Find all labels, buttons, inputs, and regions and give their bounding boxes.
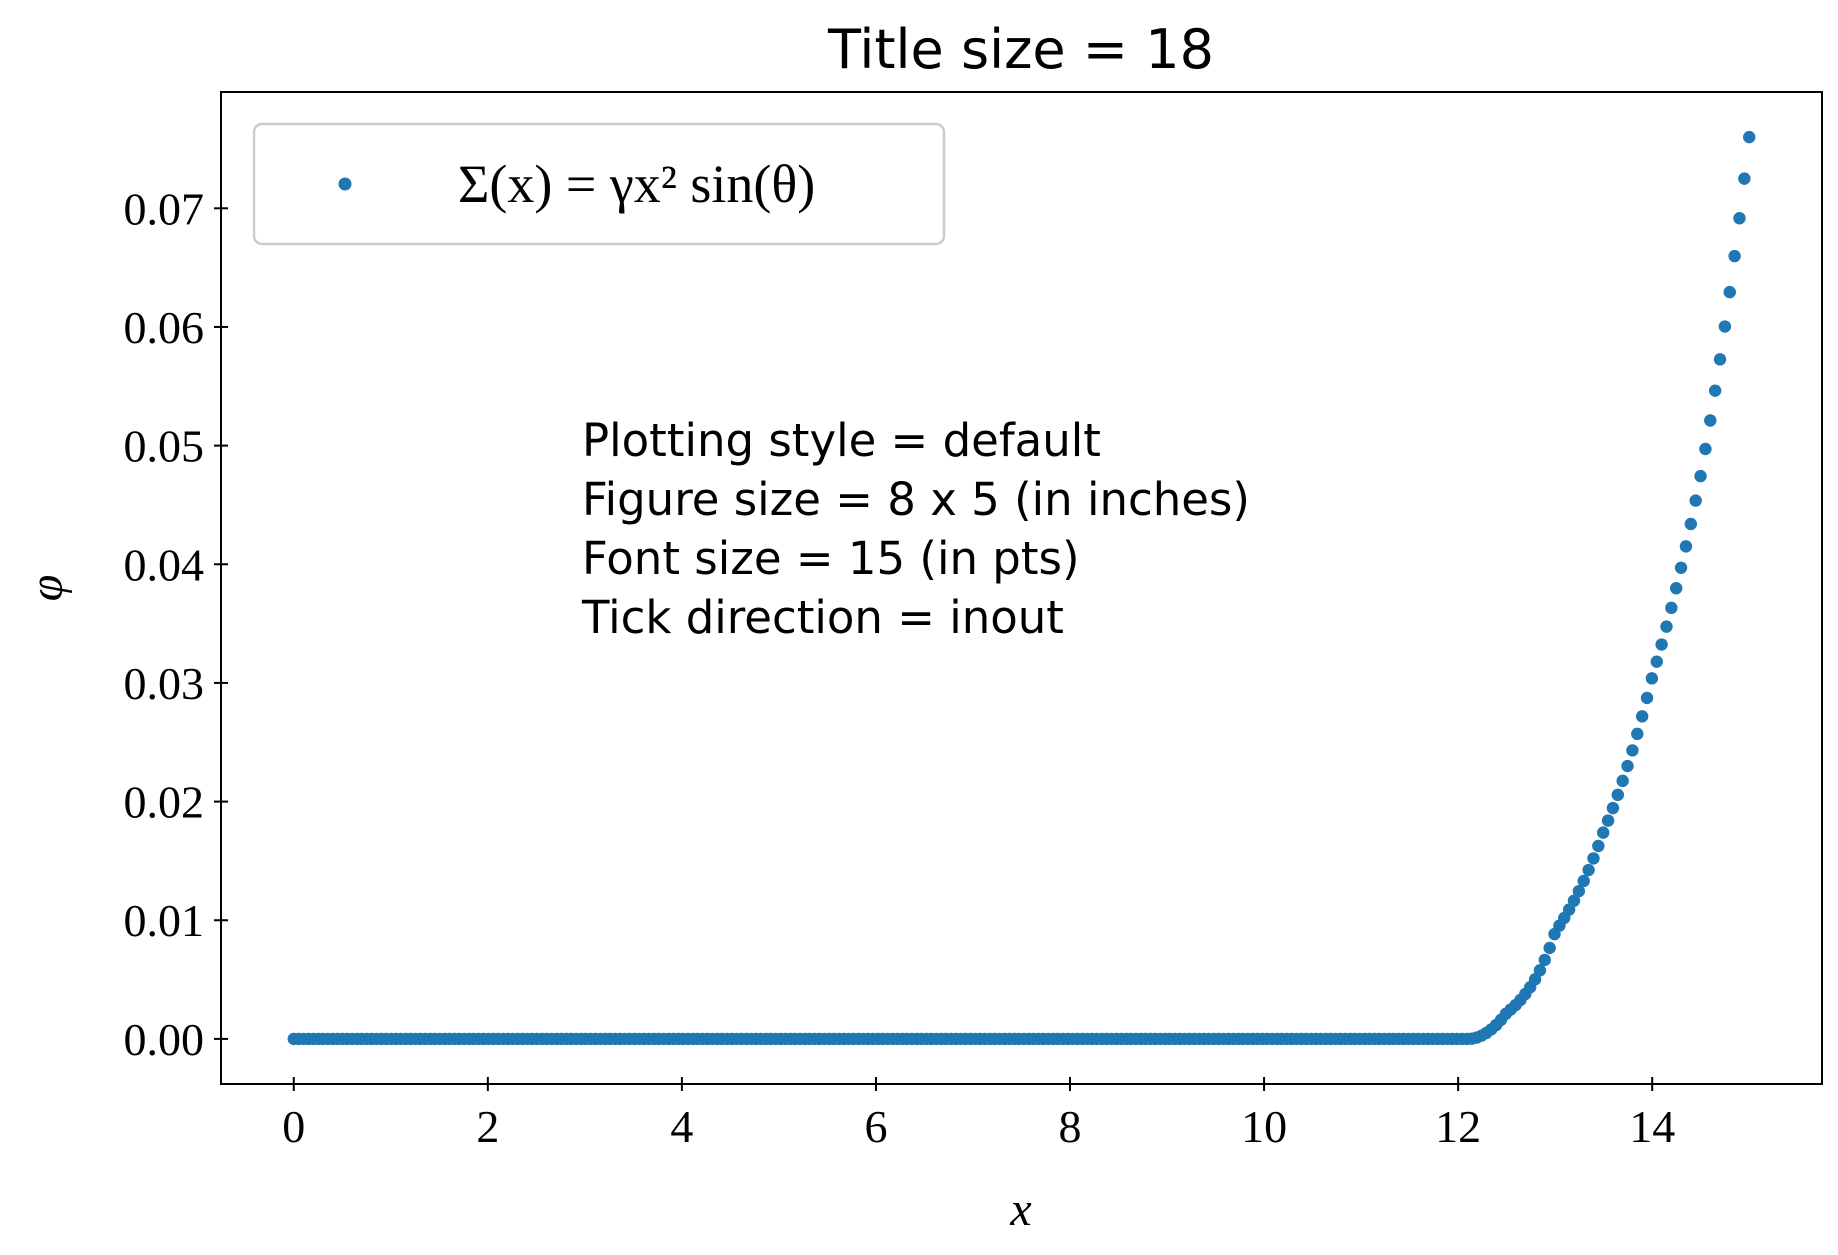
axis-ticks: 0 2 4 6 8 10 12 14 0.00 0.01 0.02 0.03 0.04 0.05 0.06 0… bbox=[124, 183, 1676, 1152]
data-point bbox=[1533, 964, 1547, 977]
data-point bbox=[1631, 727, 1644, 741]
data-point bbox=[1582, 863, 1595, 877]
data-point bbox=[1689, 494, 1702, 507]
data-point bbox=[1616, 774, 1629, 788]
data-point bbox=[1538, 953, 1551, 967]
plot-frame bbox=[220, 91, 1823, 1085]
annotation-block: Plotting style = default Figure size = 8… bbox=[581, 414, 1250, 644]
legend-marker bbox=[338, 177, 352, 191]
data-point bbox=[1572, 884, 1586, 898]
x-axis-label: x bbox=[1009, 1183, 1031, 1236]
y-tick-label: 0.03 bbox=[124, 658, 205, 709]
legend-label: Σ(x) = γx² sin(θ) bbox=[458, 154, 815, 214]
data-point bbox=[1621, 759, 1634, 773]
x-tick-label: 8 bbox=[1059, 1101, 1082, 1152]
data-point bbox=[1611, 788, 1625, 802]
y-tick-label: 0.06 bbox=[124, 302, 205, 353]
data-point bbox=[1694, 469, 1707, 483]
data-point bbox=[1670, 582, 1683, 595]
y-tick-label: 0.07 bbox=[124, 183, 205, 234]
data-point bbox=[1655, 638, 1668, 651]
data-point bbox=[1635, 710, 1649, 723]
scatter-points bbox=[287, 130, 1756, 1046]
data-point bbox=[1743, 130, 1756, 144]
data-point bbox=[1728, 249, 1741, 263]
data-point bbox=[1718, 320, 1732, 333]
data-point bbox=[1592, 839, 1605, 853]
annotation-line-3: Font size = 15 (in pts) bbox=[582, 532, 1080, 585]
data-point bbox=[1640, 691, 1654, 705]
y-axis-label: φ bbox=[20, 575, 73, 602]
x-tick-label: 10 bbox=[1241, 1101, 1287, 1152]
y-tick-label: 0.05 bbox=[124, 421, 205, 472]
data-point bbox=[1713, 353, 1727, 366]
data-point bbox=[1665, 601, 1678, 615]
data-point bbox=[1601, 814, 1615, 827]
data-point bbox=[1699, 442, 1712, 456]
data-point bbox=[1645, 672, 1659, 685]
data-point bbox=[1543, 941, 1556, 955]
data-point bbox=[1567, 894, 1581, 907]
data-point bbox=[1577, 874, 1590, 888]
data-point bbox=[1733, 212, 1746, 225]
data-point bbox=[1597, 826, 1610, 839]
x-tick-label: 6 bbox=[864, 1101, 887, 1152]
data-point bbox=[1587, 852, 1600, 865]
x-tick-label: 2 bbox=[476, 1101, 499, 1152]
x-tick-label: 12 bbox=[1435, 1101, 1481, 1152]
chart-title: Title size = 18 bbox=[827, 18, 1214, 81]
data-point bbox=[1708, 384, 1722, 397]
annotation-line-1: Plotting style = default bbox=[582, 414, 1101, 467]
y-tick-label: 0.02 bbox=[124, 777, 205, 828]
annotation-line-2: Figure size = 8 x 5 (in inches) bbox=[582, 473, 1250, 526]
annotation-line-4: Tick direction = inout bbox=[581, 591, 1064, 644]
x-tick-label: 14 bbox=[1629, 1101, 1675, 1152]
data-point bbox=[1606, 801, 1620, 815]
data-point bbox=[1650, 655, 1663, 668]
data-point bbox=[1704, 414, 1717, 427]
y-tick-label: 0.00 bbox=[124, 1014, 205, 1065]
y-tick-label: 0.01 bbox=[124, 895, 205, 946]
data-point bbox=[1674, 561, 1688, 574]
data-point bbox=[1684, 517, 1698, 531]
legend-box bbox=[252, 122, 946, 246]
x-tick-label: 0 bbox=[282, 1101, 305, 1152]
data-point bbox=[1723, 285, 1736, 299]
x-tick-label: 4 bbox=[670, 1101, 693, 1152]
plot-area bbox=[220, 91, 1823, 1085]
data-point bbox=[1738, 172, 1751, 185]
y-tick-label: 0.04 bbox=[124, 539, 205, 590]
legend: Σ(x) = γx² sin(θ) bbox=[252, 122, 946, 246]
data-point bbox=[1679, 540, 1693, 553]
data-point bbox=[1660, 620, 1673, 633]
data-point bbox=[1626, 744, 1639, 757]
